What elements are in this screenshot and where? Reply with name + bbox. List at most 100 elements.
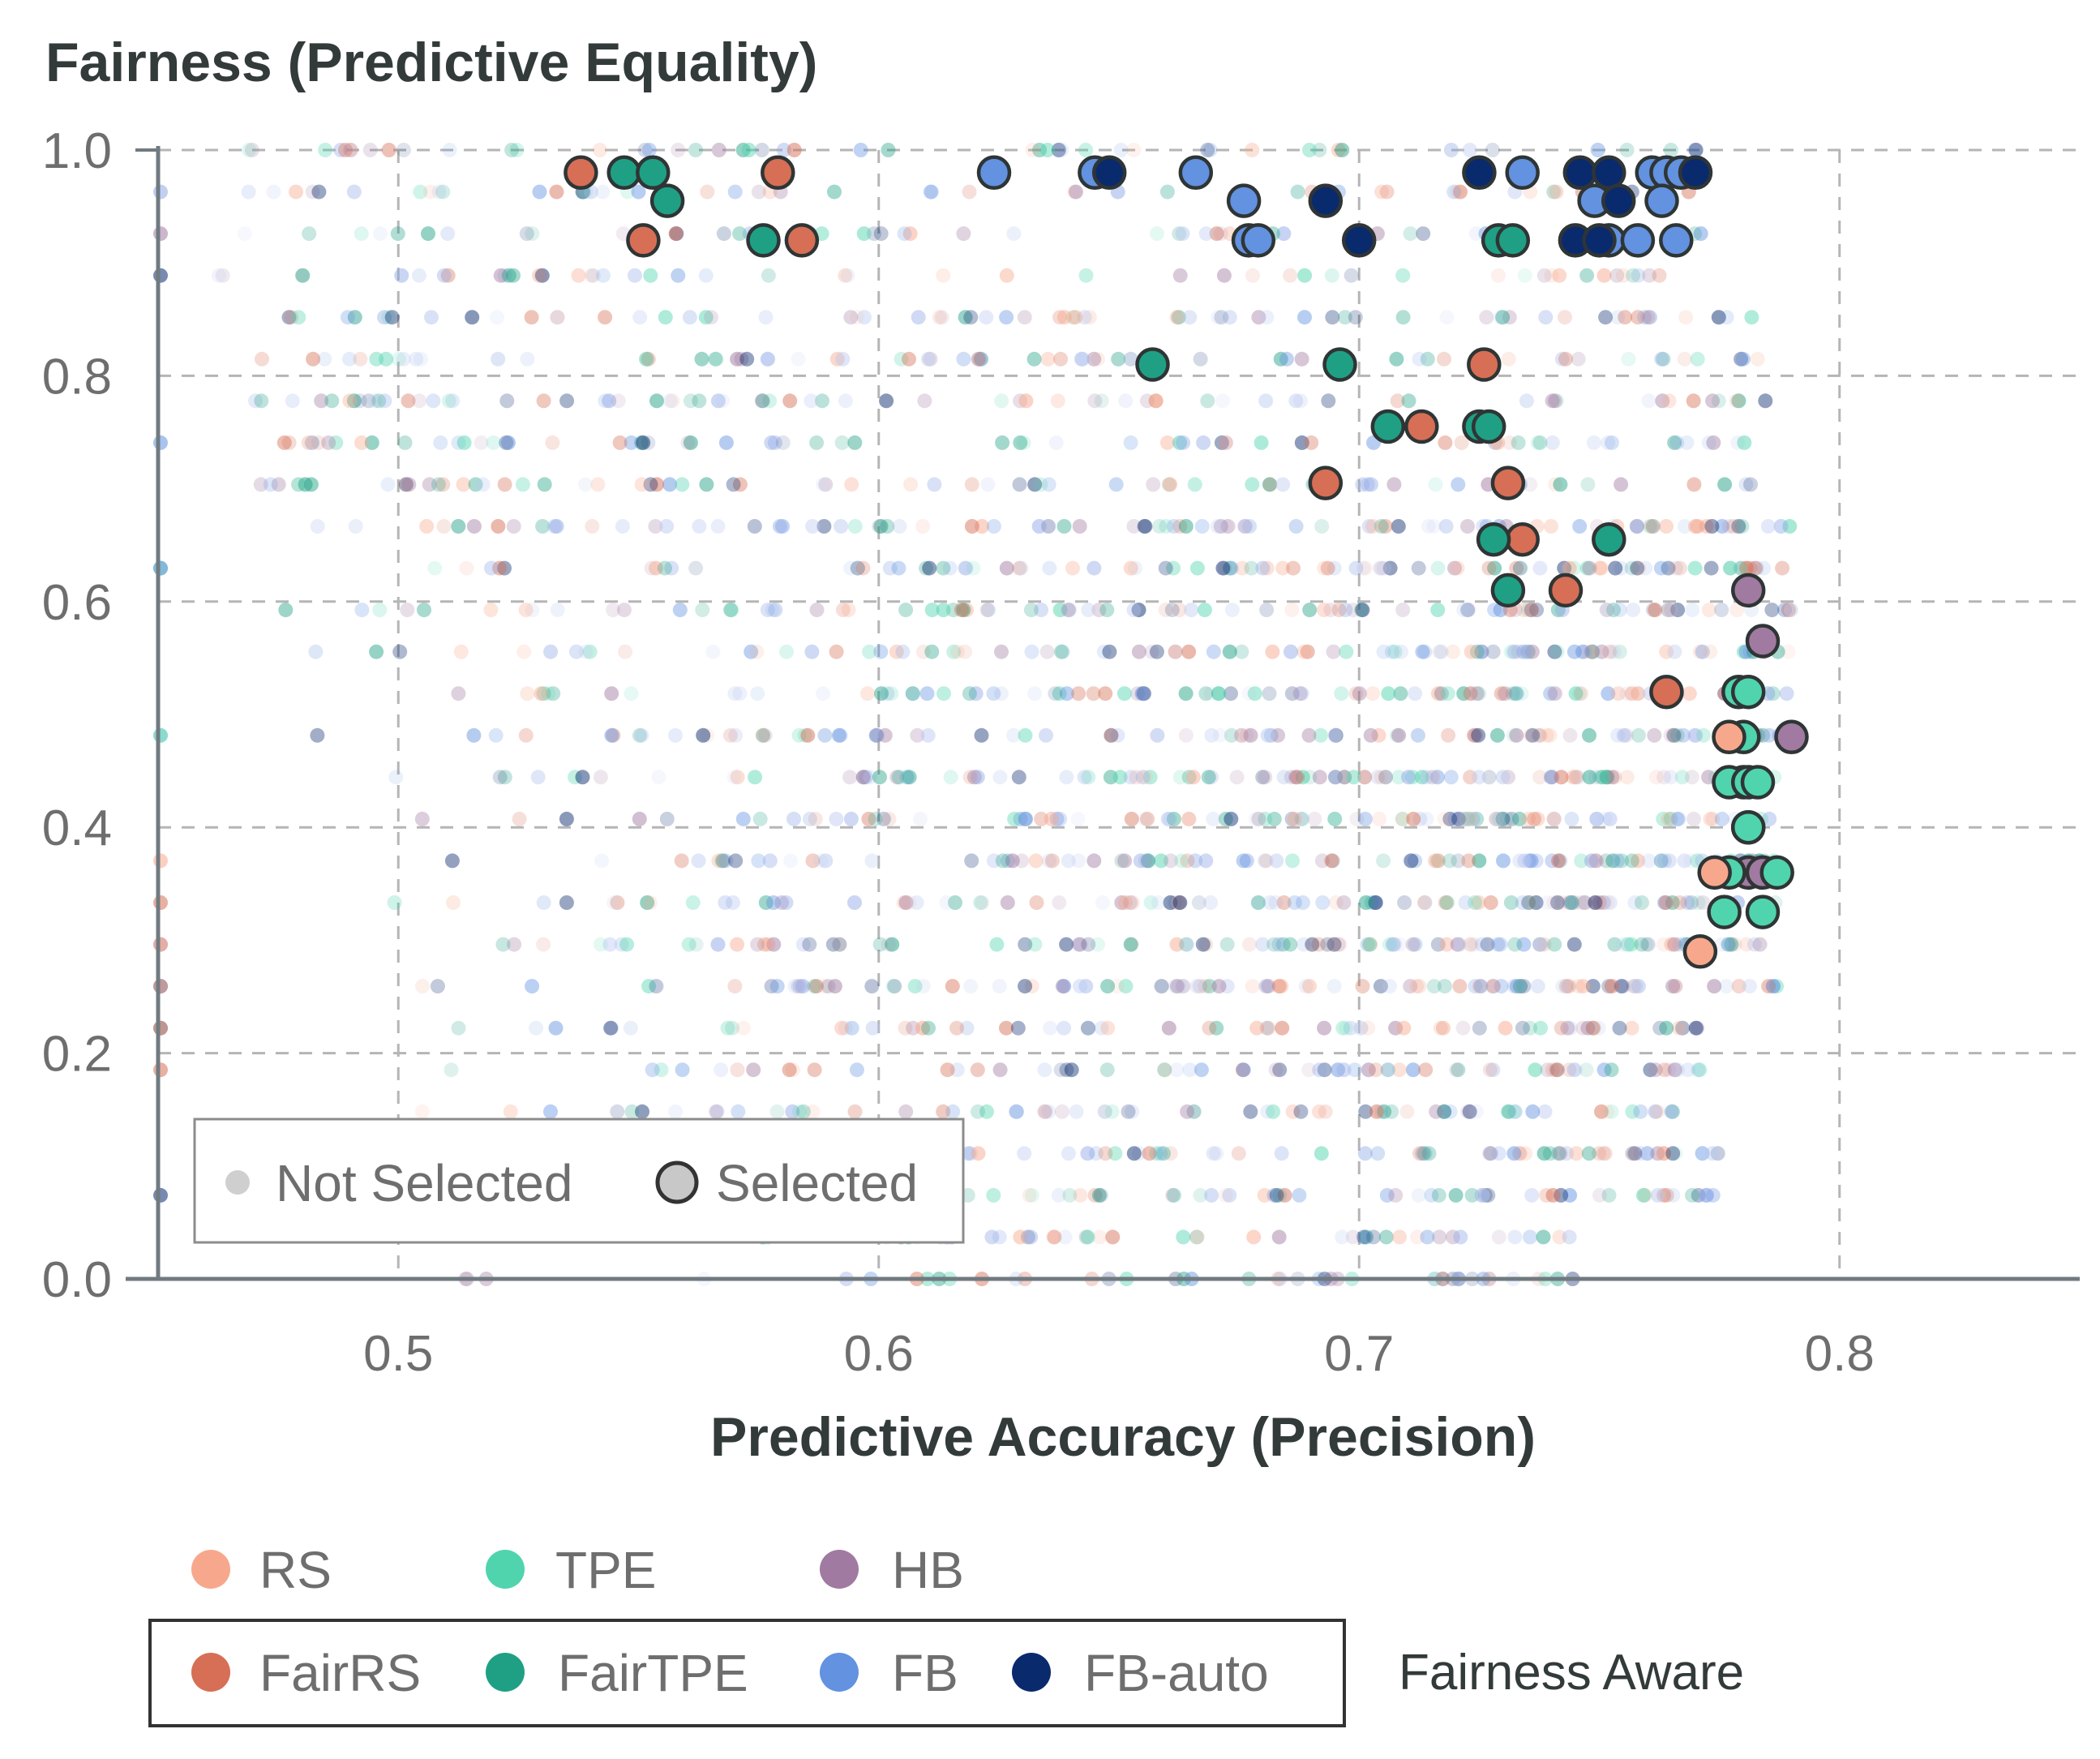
unselected-point xyxy=(1131,644,1146,659)
unselected-point xyxy=(1410,727,1425,743)
unselected-point xyxy=(1018,937,1033,952)
unselected-point xyxy=(1215,393,1230,409)
unselected-point xyxy=(1512,979,1528,994)
unselected-point xyxy=(1594,770,1609,785)
unselected-point xyxy=(324,393,340,409)
unselected-point xyxy=(488,727,504,743)
unselected-point xyxy=(492,770,508,785)
unselected-point xyxy=(390,226,405,242)
unselected-point xyxy=(1297,268,1313,283)
unselected-point xyxy=(1661,560,1676,576)
unselected-point xyxy=(497,268,512,283)
unselected-point xyxy=(726,770,742,785)
unselected-point xyxy=(1579,1062,1594,1078)
unselected-point xyxy=(1606,603,1621,618)
unselected-point xyxy=(1607,937,1622,952)
unselected-point xyxy=(1506,1146,1522,1161)
unselected-point xyxy=(1191,895,1206,910)
unselected-point xyxy=(1073,937,1087,952)
unselected-point xyxy=(808,979,824,994)
unselected-point xyxy=(994,393,1009,409)
unselected-point xyxy=(984,1229,1000,1245)
unselected-point xyxy=(596,268,611,283)
unselected-point xyxy=(1338,603,1353,618)
unselected-point xyxy=(1440,686,1455,701)
unselected-point xyxy=(1054,644,1069,659)
unselected-point xyxy=(1677,853,1692,869)
unselected-point xyxy=(919,560,934,576)
unselected-point xyxy=(775,519,790,534)
unselected-point xyxy=(1068,310,1083,325)
selected-point-fb-auto xyxy=(1582,223,1617,258)
unselected-point xyxy=(572,268,587,283)
unselected-point xyxy=(641,351,656,367)
unselected-point xyxy=(1373,979,1388,994)
unselected-point xyxy=(1461,853,1476,869)
unselected-point xyxy=(1659,519,1674,534)
unselected-point xyxy=(1695,1146,1710,1161)
unselected-point xyxy=(1614,477,1629,492)
unselected-point xyxy=(1086,853,1102,869)
unselected-point xyxy=(1377,560,1391,576)
unselected-point xyxy=(730,351,745,367)
unselected-point xyxy=(1442,1104,1458,1119)
unselected-point xyxy=(813,853,829,869)
unselected-point xyxy=(1260,727,1275,743)
unselected-point xyxy=(718,853,734,869)
unselected-point xyxy=(1405,937,1421,952)
unselected-point xyxy=(1502,435,1517,450)
unselected-point xyxy=(709,1104,725,1119)
unselected-point xyxy=(1625,1146,1640,1161)
unselected-point xyxy=(1418,770,1434,785)
unselected-point xyxy=(766,937,782,952)
unselected-point xyxy=(716,226,731,242)
unselected-point xyxy=(1302,143,1317,157)
unselected-point xyxy=(1579,560,1595,576)
unselected-point xyxy=(468,477,483,492)
unselected-point xyxy=(1650,1187,1665,1203)
unselected-point xyxy=(624,1104,640,1119)
unselected-point xyxy=(1052,811,1068,826)
unselected-point xyxy=(804,644,820,659)
unselected-point xyxy=(945,603,961,618)
selection-legend: Not Selected Selected xyxy=(193,1118,965,1244)
unselected-point xyxy=(954,603,969,618)
unselected-point xyxy=(659,811,675,826)
unselected-point xyxy=(838,1020,853,1036)
unselected-point xyxy=(1775,560,1790,576)
unselected-point xyxy=(1682,686,1697,701)
unselected-point xyxy=(1005,853,1020,869)
unselected-point xyxy=(1626,268,1641,283)
unselected-point xyxy=(1670,1062,1686,1078)
unselected-point xyxy=(1080,1146,1095,1161)
unselected-point xyxy=(1062,603,1078,618)
unselected-point xyxy=(1411,1187,1426,1203)
unselected-point xyxy=(1678,310,1694,325)
unselected-point xyxy=(1450,937,1465,952)
unselected-point xyxy=(1392,1229,1408,1245)
unselected-point xyxy=(1131,1146,1146,1161)
unselected-point xyxy=(1468,979,1483,994)
unselected-point xyxy=(927,477,942,492)
legend-label-fairrs: FairRS xyxy=(259,1644,421,1702)
unselected-point xyxy=(1259,603,1275,618)
unselected-point xyxy=(1180,1104,1195,1119)
unselected-point xyxy=(1667,937,1682,952)
unselected-point xyxy=(654,1062,669,1078)
unselected-point xyxy=(504,143,520,157)
unselected-point xyxy=(1575,979,1591,994)
unselected-point xyxy=(1384,644,1399,659)
unselected-point xyxy=(1271,937,1287,952)
unselected-point xyxy=(1192,979,1207,994)
unselected-point xyxy=(433,435,448,450)
unselected-point xyxy=(1370,770,1386,785)
unselected-point xyxy=(805,519,821,534)
unselected-point xyxy=(649,560,663,576)
legend-label-fb: FB xyxy=(892,1644,958,1702)
unselected-point xyxy=(1108,1146,1123,1161)
unselected-point xyxy=(1782,519,1798,534)
unselected-point xyxy=(714,853,730,869)
unselected-point xyxy=(1721,937,1736,952)
unselected-point xyxy=(616,603,632,618)
unselected-point xyxy=(1219,435,1233,450)
